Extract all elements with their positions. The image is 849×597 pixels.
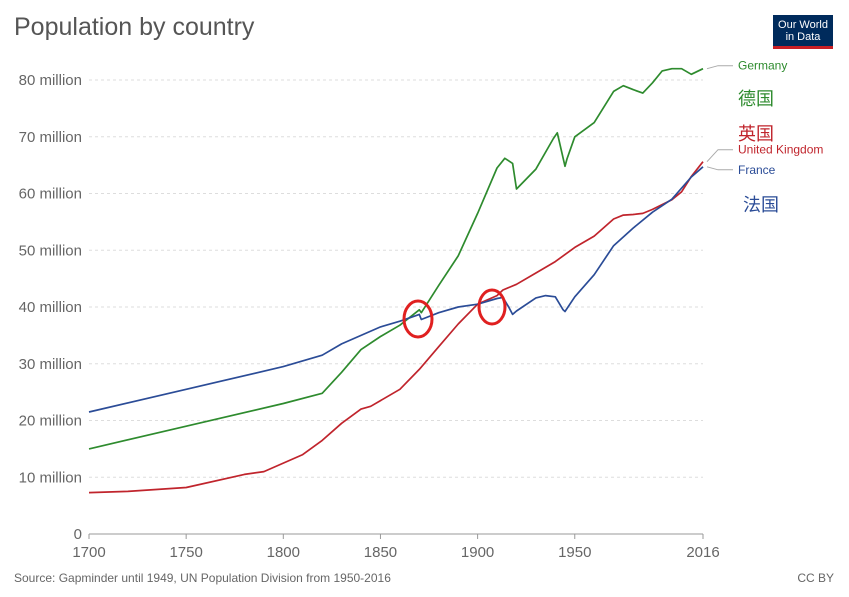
- crossover-circle-uk-france: [477, 288, 507, 326]
- gridlines: [89, 79, 703, 478]
- license-label: CC BY: [797, 571, 834, 585]
- legend-connector-united-kingdom: [706, 149, 733, 163]
- y-tick-label: 80 million: [19, 72, 82, 89]
- x-tick-label: 1900: [461, 544, 494, 561]
- legend-label-france: France: [738, 163, 776, 177]
- x-tick-label: 1700: [72, 544, 105, 561]
- crossover-annotations: [402, 288, 507, 339]
- x-tick-label: 1800: [267, 544, 300, 561]
- chinese-label-united-kingdom: 英国: [738, 124, 774, 145]
- owid-logo: Our World in Data: [773, 15, 833, 49]
- legend-connector-germany: [706, 65, 733, 70]
- y-tick-label: 50 million: [19, 242, 82, 259]
- x-tick-label: 1850: [364, 544, 397, 561]
- y-tick-label: 30 million: [19, 356, 82, 373]
- y-tick-label: 70 million: [19, 129, 82, 146]
- chinese-label-germany: 德国: [738, 89, 774, 110]
- series-line-germany: [88, 67, 704, 450]
- chart-title: Population by country: [14, 13, 255, 41]
- y-tick-label: 20 million: [19, 413, 82, 430]
- legend-label-united-kingdom: United Kingdom: [738, 143, 823, 157]
- legend-label-germany: Germany: [738, 59, 787, 73]
- y-axis-ticks: 0 10 million 20 million 30 million 40 millio…: [19, 72, 82, 543]
- chinese-label-france: 法国: [743, 195, 779, 216]
- x-tick-label: 1950: [558, 544, 591, 561]
- x-tick-label: 2016: [686, 544, 719, 561]
- y-tick-label: 40 million: [19, 299, 82, 316]
- y-tick-label: 10 million: [19, 469, 82, 486]
- crossover-circle-germany-france: [402, 299, 434, 339]
- source-note: Source: Gapminder until 1949, UN Populat…: [14, 571, 391, 585]
- legend-connector-france: [706, 166, 733, 171]
- series-line-france: [88, 166, 704, 413]
- series-lines: [88, 67, 704, 494]
- x-axis-ticks: 1700 1750 1800 1850 1900 1950 2016: [72, 534, 720, 561]
- x-tick-label: 1750: [169, 544, 202, 561]
- y-tick-label: 60 million: [19, 186, 82, 203]
- y-tick-label: 0: [74, 526, 82, 543]
